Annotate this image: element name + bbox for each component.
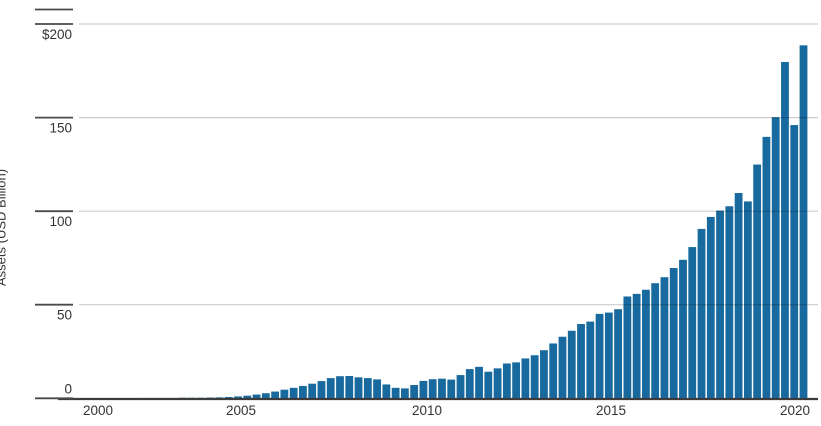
bar <box>243 395 252 399</box>
bar <box>299 385 307 399</box>
bar <box>540 350 548 399</box>
bar <box>706 216 715 399</box>
bar <box>308 383 317 399</box>
y-axis-title: Assets (USD Billion) <box>0 168 9 286</box>
bar <box>234 396 242 399</box>
bar <box>632 293 641 399</box>
bar <box>261 393 270 399</box>
bar <box>475 366 483 399</box>
x-tick-label: 2005 <box>226 403 256 418</box>
bar <box>790 125 799 399</box>
bar <box>363 378 372 399</box>
bar <box>354 377 363 399</box>
bar <box>567 330 576 399</box>
bar <box>521 358 530 399</box>
bar <box>530 355 539 399</box>
bar <box>438 378 446 399</box>
bar <box>762 136 771 399</box>
bar <box>252 394 261 399</box>
bar <box>493 368 502 399</box>
bar <box>484 371 493 399</box>
y-tick-label: 150 <box>49 121 72 136</box>
bar <box>753 164 762 399</box>
bar <box>734 193 743 399</box>
bar <box>549 343 558 399</box>
bar <box>688 247 697 399</box>
bar <box>465 369 474 399</box>
bar <box>428 379 437 399</box>
x-tick-label: 2015 <box>596 403 626 418</box>
bar <box>512 362 521 399</box>
bar <box>558 336 567 399</box>
bar <box>419 380 428 399</box>
bar <box>614 309 622 399</box>
bar <box>447 379 456 399</box>
bar <box>456 375 465 399</box>
bar <box>317 381 326 399</box>
bar <box>289 387 298 399</box>
y-tick-label: 50 <box>57 308 72 323</box>
bar <box>743 201 752 399</box>
y-tick-label: $200 <box>42 27 72 42</box>
bar <box>280 389 289 399</box>
bar <box>781 61 789 399</box>
bar <box>604 312 613 399</box>
bar <box>660 277 669 399</box>
x-tick-label: 2010 <box>412 403 442 418</box>
bar <box>345 376 354 399</box>
x-tick-label: 2000 <box>83 403 113 418</box>
bar <box>651 283 660 399</box>
bar <box>400 388 409 399</box>
bar <box>271 391 280 399</box>
bar <box>410 385 419 399</box>
bar <box>373 379 381 399</box>
x-tick-label: 2020 <box>780 403 810 418</box>
bar <box>623 296 632 399</box>
bar <box>502 363 511 399</box>
bar <box>382 384 391 399</box>
bar <box>679 259 687 399</box>
y-tick-label: 0 <box>64 381 72 396</box>
bar <box>336 376 344 399</box>
bar <box>669 268 678 399</box>
bar <box>586 321 595 399</box>
bar <box>595 313 604 399</box>
y-tick-label: 100 <box>49 214 72 229</box>
bar <box>391 387 400 399</box>
bar <box>697 228 706 399</box>
bar <box>716 210 724 399</box>
bar <box>799 45 808 399</box>
bar <box>771 117 780 399</box>
bar <box>642 289 650 399</box>
bar <box>725 206 734 399</box>
bar <box>577 324 585 399</box>
bar <box>224 396 233 399</box>
bar <box>326 378 335 399</box>
bar <box>215 397 224 399</box>
